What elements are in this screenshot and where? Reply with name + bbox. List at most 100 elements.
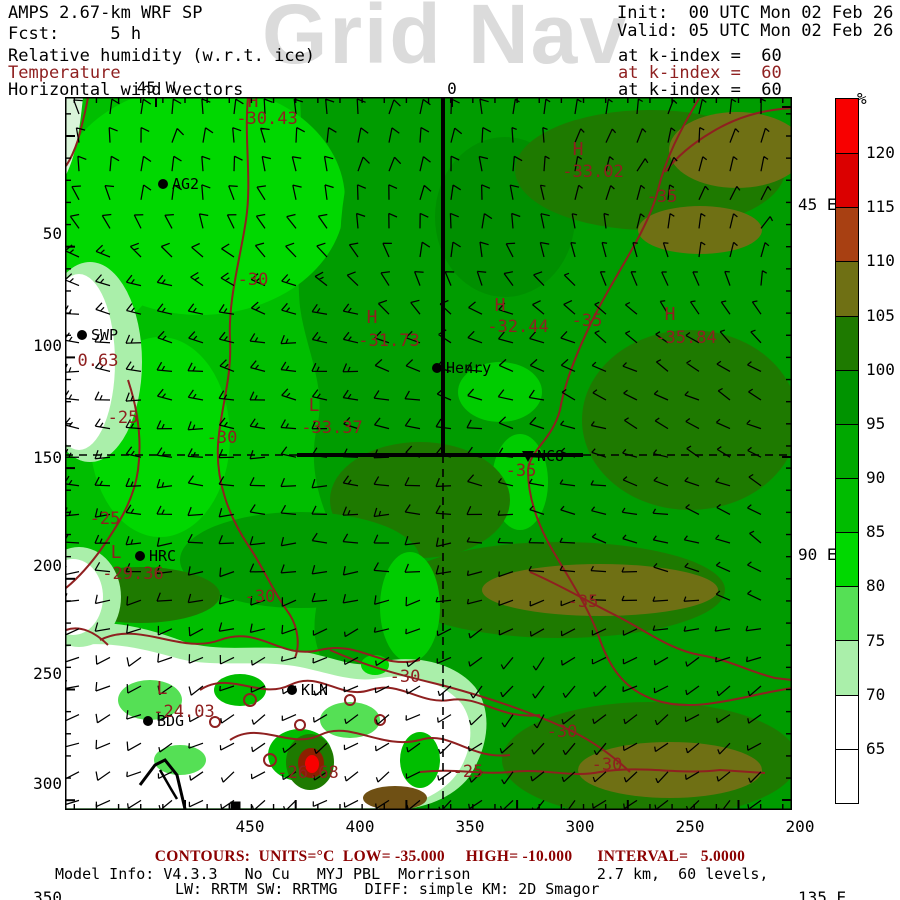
longitude-label-right: 90 E <box>798 545 837 564</box>
colorbar-tick-label: 95 <box>866 413 886 433</box>
colorbar-tick-label: 75 <box>866 630 886 650</box>
colorbar-segment <box>836 99 858 154</box>
station-marker <box>287 685 297 695</box>
colorbar-segment <box>836 423 858 478</box>
contour-label: -25 <box>453 762 484 782</box>
init-time: Init: 00 UTC Mon 02 Feb 26 <box>617 3 894 23</box>
map-border-ticks <box>65 97 792 810</box>
colorbar-segment <box>836 586 858 641</box>
colorbar-segment <box>836 153 858 208</box>
y-axis-label: 50 <box>42 224 62 243</box>
valid-time: Valid: 05 UTC Mon 02 Feb 26 <box>617 21 894 41</box>
colorbar-segment <box>836 369 858 424</box>
extremum-value: -33.37 <box>301 418 362 438</box>
colorbar-segment <box>836 640 858 695</box>
station-marker <box>522 451 534 462</box>
station-marker <box>135 551 145 561</box>
contour-label: -25 <box>90 509 121 529</box>
y-axis-label: 200 <box>33 556 62 575</box>
colorbar-segment <box>836 694 858 749</box>
station-label: Henry <box>446 359 491 377</box>
y-axis-label: 150 <box>33 448 62 467</box>
x-axis-label: 200 <box>785 817 815 836</box>
extremum-symbol: H <box>573 139 584 160</box>
x-axis-label: 450 <box>235 817 265 836</box>
contour-label: -35 <box>647 187 678 207</box>
grid-nav-watermark: Grid Nav <box>262 0 629 81</box>
station-label: HRC <box>149 547 176 565</box>
station-marker <box>77 330 87 340</box>
field-level-1: at k-index = 60 <box>618 63 782 83</box>
extremum-value: 0.63 <box>78 351 119 371</box>
contour-value-labels: -30 -30 -25 -25 -30 -30 -25 -30 -30 -35 -35 -35 -35 <box>90 187 678 782</box>
stations: AG2 SWP Henry NC8 HRC KLN BDG <box>77 175 564 730</box>
colorbar-segment <box>836 315 858 370</box>
map-plot: AG2 SWP Henry NC8 HRC KLN BDG -30 -30 -25 -25 -30 -3… <box>37 85 805 818</box>
temperature-contours <box>65 96 793 775</box>
colorbar <box>835 98 859 804</box>
x-axis-label: 250 <box>675 817 705 836</box>
colorbar-segment <box>836 207 858 262</box>
field-level-2: at k-index = 60 <box>618 80 782 100</box>
longitude-label-top: 0 <box>447 79 457 98</box>
colorbar-tick-label: 100 <box>866 359 895 379</box>
extremum-value: -32.44 <box>487 317 548 337</box>
station-marker <box>432 363 442 373</box>
colorbar-segment <box>836 261 858 316</box>
field-label-1: Temperature <box>8 63 121 83</box>
contour-label: -30 <box>547 722 578 742</box>
colorbar-segment <box>836 748 858 803</box>
colorbar-tick-label: 110 <box>866 251 895 271</box>
x-axis-label: 350 <box>455 817 485 836</box>
forecast-hour: Fcst: 5 h <box>8 24 142 44</box>
contour-label: -25 <box>108 408 139 428</box>
station-label: KLN <box>301 681 328 699</box>
longitude-label-right: 135 E <box>798 888 847 900</box>
extremum-symbol: H <box>248 97 259 112</box>
contour-label: -35 <box>506 461 537 481</box>
model-title: AMPS 2.67-km WRF SP <box>8 3 203 23</box>
station-label: SWP <box>91 326 118 344</box>
extremum-symbol: L <box>309 395 320 416</box>
model-info-line1: Model Info: V4.3.3 No Cu MYJ PBL Morriso… <box>55 865 769 883</box>
colorbar-tick-label: 70 <box>866 684 886 704</box>
colorbar-unit: % <box>857 89 867 108</box>
extrema-labels: H-30.43H-31.73H-32.44H-33.02H-35.84L-33.… <box>78 91 717 783</box>
extremum-symbol: L <box>111 542 122 563</box>
station-label: NC8 <box>537 447 564 465</box>
contour-label: -35 <box>572 311 603 331</box>
contour-label: -30 <box>238 270 269 290</box>
contour-info-line: CONTOURS: UNITS=°C LOW= -35.000 HIGH= -1… <box>154 848 746 865</box>
extremum-value: -31.73 <box>358 331 419 351</box>
grid-nav-lines <box>65 97 792 810</box>
field-level-0: at k-index = 60 <box>618 46 782 66</box>
extremum-value: -30.43 <box>236 109 297 129</box>
contour-label: -30 <box>390 667 421 687</box>
extremum-symbol: H <box>665 304 676 325</box>
colorbar-segment <box>836 532 858 587</box>
station-marker <box>143 716 153 726</box>
extremum-symbol: H <box>495 295 506 316</box>
map-canvas: AG2SWPHenryNC8HRCKLNBDG-30-30-25-25-30-3… <box>37 85 805 818</box>
field-label-0: Relative humidity (w.r.t. ice) <box>8 46 316 66</box>
colorbar-tick-label: 85 <box>866 522 886 542</box>
extremum-symbol: H <box>367 307 378 328</box>
extremum-symbol: L <box>157 678 168 699</box>
contour-label: -35 <box>568 592 599 612</box>
contour-label: -30 <box>245 587 276 607</box>
colorbar-tick-label: 80 <box>866 576 886 596</box>
extremum-value: -26.68 <box>277 763 338 783</box>
colorbar-tick-label: 115 <box>866 197 895 217</box>
extremum-value: -29.36 <box>102 564 163 584</box>
y-axis-label: 300 <box>33 774 62 793</box>
station-label: BDG <box>157 712 184 730</box>
longitude-label-right: 45 E <box>798 195 837 214</box>
x-axis-label: 300 <box>565 817 595 836</box>
y-axis-label: 100 <box>33 336 62 355</box>
y-axis-label: 350 <box>33 888 62 900</box>
y-axis-label: 250 <box>33 664 62 683</box>
colorbar-tick-label: 90 <box>866 468 886 488</box>
colorbar-tick-label: 120 <box>866 143 895 163</box>
terrain-lines <box>138 758 241 812</box>
